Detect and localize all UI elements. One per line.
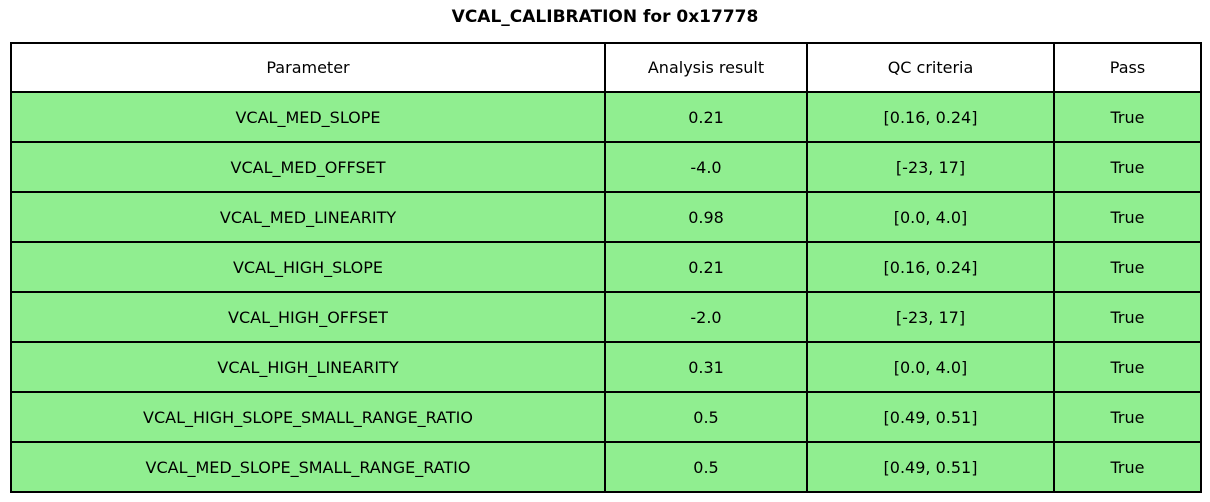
figure-title: VCAL_CALIBRATION for 0x17778 xyxy=(451,7,759,27)
table-row: VCAL_HIGH_SLOPE_SMALL_RANGE_RATIO 0.5 [0… xyxy=(10,391,1202,443)
cell-parameter: VCAL_MED_SLOPE_SMALL_RANGE_RATIO xyxy=(10,441,606,493)
cell-analysis-result: -4.0 xyxy=(604,141,808,193)
table-body: VCAL_MED_SLOPE 0.21 [0.16, 0.24] True VC… xyxy=(10,91,1202,493)
cell-pass: True xyxy=(1053,441,1202,493)
cell-qc-criteria: [0.16, 0.24] xyxy=(806,91,1055,143)
header-row: Parameter Analysis result QC criteria Pa… xyxy=(10,42,1202,93)
cell-analysis-result: 0.31 xyxy=(604,341,808,393)
header-qc-criteria: QC criteria xyxy=(806,42,1055,93)
cell-qc-criteria: [-23, 17] xyxy=(806,291,1055,343)
cell-pass: True xyxy=(1053,391,1202,443)
header-pass: Pass xyxy=(1053,42,1202,93)
table-row: VCAL_HIGH_LINEARITY 0.31 [0.0, 4.0] True xyxy=(10,341,1202,393)
cell-pass: True xyxy=(1053,291,1202,343)
cell-pass: True xyxy=(1053,91,1202,143)
table-row: VCAL_HIGH_OFFSET -2.0 [-23, 17] True xyxy=(10,291,1202,343)
table-row: VCAL_MED_SLOPE 0.21 [0.16, 0.24] True xyxy=(10,91,1202,143)
cell-pass: True xyxy=(1053,241,1202,293)
cell-parameter: VCAL_MED_OFFSET xyxy=(10,141,606,193)
cell-parameter: VCAL_MED_SLOPE xyxy=(10,91,606,143)
cell-pass: True xyxy=(1053,341,1202,393)
cell-pass: True xyxy=(1053,141,1202,193)
cell-analysis-result: 0.5 xyxy=(604,391,808,443)
cell-qc-criteria: [-23, 17] xyxy=(806,141,1055,193)
cell-qc-criteria: [0.0, 4.0] xyxy=(806,341,1055,393)
cell-pass: True xyxy=(1053,191,1202,243)
cell-qc-criteria: [0.49, 0.51] xyxy=(806,441,1055,493)
qc-table: Parameter Analysis result QC criteria Pa… xyxy=(10,42,1202,493)
cell-analysis-result: 0.98 xyxy=(604,191,808,243)
cell-qc-criteria: [0.49, 0.51] xyxy=(806,391,1055,443)
cell-parameter: VCAL_HIGH_SLOPE_SMALL_RANGE_RATIO xyxy=(10,391,606,443)
table-row: VCAL_HIGH_SLOPE 0.21 [0.16, 0.24] True xyxy=(10,241,1202,293)
cell-parameter: VCAL_HIGH_LINEARITY xyxy=(10,341,606,393)
cell-parameter: VCAL_MED_LINEARITY xyxy=(10,191,606,243)
cell-parameter: VCAL_HIGH_SLOPE xyxy=(10,241,606,293)
table-row: VCAL_MED_SLOPE_SMALL_RANGE_RATIO 0.5 [0.… xyxy=(10,441,1202,493)
table-header: Parameter Analysis result QC criteria Pa… xyxy=(10,42,1202,93)
cell-parameter: VCAL_HIGH_OFFSET xyxy=(10,291,606,343)
header-parameter: Parameter xyxy=(10,42,606,93)
cell-analysis-result: -2.0 xyxy=(604,291,808,343)
cell-qc-criteria: [0.0, 4.0] xyxy=(806,191,1055,243)
cell-qc-criteria: [0.16, 0.24] xyxy=(806,241,1055,293)
header-analysis-result: Analysis result xyxy=(604,42,808,93)
cell-analysis-result: 0.5 xyxy=(604,441,808,493)
cell-analysis-result: 0.21 xyxy=(604,91,808,143)
table-row: VCAL_MED_OFFSET -4.0 [-23, 17] True xyxy=(10,141,1202,193)
cell-analysis-result: 0.21 xyxy=(604,241,808,293)
table-row: VCAL_MED_LINEARITY 0.98 [0.0, 4.0] True xyxy=(10,191,1202,243)
